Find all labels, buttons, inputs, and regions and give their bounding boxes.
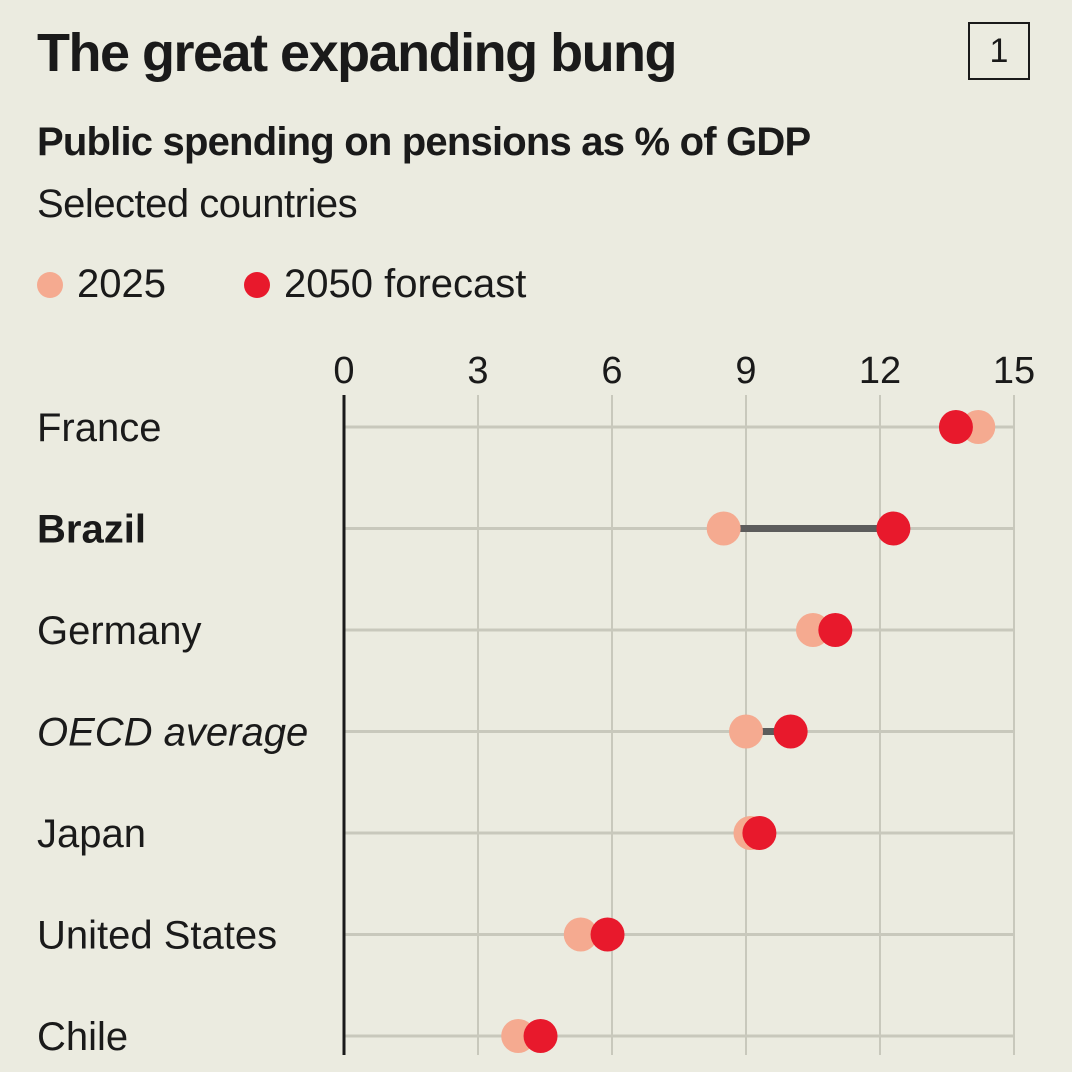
chart-number-badge: 1	[968, 22, 1030, 80]
x-tick-label: 12	[859, 350, 901, 392]
dot-2050	[742, 816, 777, 850]
legend-dot-2050-icon	[244, 271, 270, 298]
category-label: Japan	[37, 812, 146, 856]
category-label: Brazil	[37, 508, 146, 552]
chart-title: The great expanding bung	[37, 23, 678, 83]
x-tick-label: 0	[333, 350, 354, 392]
dot-2050	[523, 1019, 558, 1053]
dot-2025	[563, 917, 598, 952]
category-label: France	[37, 406, 162, 450]
legend-label: 2050 forecast	[284, 262, 527, 306]
legend-item-2025: 2025	[37, 262, 166, 307]
category-label: OECD average	[37, 711, 308, 755]
category-label: Chile	[37, 1015, 128, 1059]
x-tick-label: 6	[601, 350, 622, 392]
x-tick-label: 15	[993, 350, 1035, 392]
x-tick-label: 3	[467, 350, 488, 392]
chart-subtitle: Public spending on pensions as % of GDP	[37, 120, 811, 164]
dot-2050	[938, 410, 973, 444]
dot-2025	[706, 511, 741, 546]
chart-description: Selected countries	[37, 182, 358, 226]
dot-2025	[729, 714, 763, 749]
legend-dot-2025-icon	[37, 271, 63, 298]
dot-2050	[773, 714, 808, 749]
dot-2050	[818, 613, 853, 647]
dot-2050	[590, 917, 625, 952]
category-label: Germany	[37, 609, 202, 653]
legend-item-2050: 2050 forecast	[244, 262, 526, 307]
dot-2050	[876, 511, 911, 546]
x-tick-label: 9	[735, 350, 756, 392]
legend-label: 2025	[77, 262, 166, 306]
category-label: United States	[37, 914, 277, 958]
